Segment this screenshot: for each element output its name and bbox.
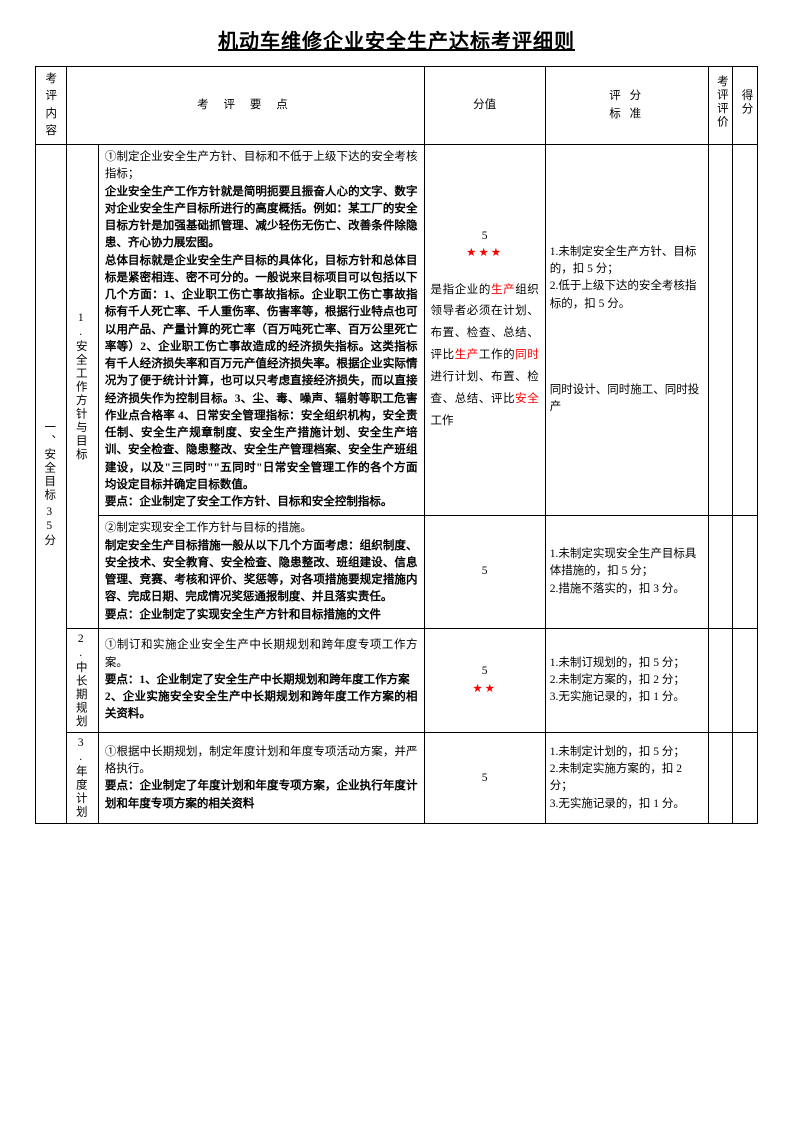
std-4: 1.未制定计划的，扣 5 分； 2.未制定实施方案的，扣 2 分； 3.无实施记… (545, 733, 708, 824)
eval-1 (708, 145, 733, 516)
hdr-eval: 考评评价 (708, 67, 733, 145)
std-2: 1.未制定实现安全生产目标具体措施的，扣 5 分； 2.措施不落实的，扣 3 分… (545, 516, 708, 629)
got-4 (733, 733, 758, 824)
points-1: ①制定企业安全生产方针、目标和不低于上级下达的安全考核指标； 企业安全生产工作方… (98, 145, 424, 516)
eval-4 (708, 733, 733, 824)
row-4: 3.年度计划 ①根据中长期规划，制定年度计划和年度专项活动方案，并严格执行。 要… (36, 733, 758, 824)
std-3: 1.未制订规划的，扣 5 分； 2.未制定方案的，扣 2 分； 3.无实施记录的… (545, 628, 708, 733)
evaluation-table: 考评内容 考 评 要 点 分值 评 分 标 准 考评评价 得分 一、安全目标 3… (35, 66, 758, 824)
points-3: ①制订和实施企业安全生产中长期规划和跨年度专项工作方案。 要点：1、企业制定了安… (98, 628, 424, 733)
hdr-category: 考评内容 (36, 67, 67, 145)
score-2: 5 (424, 516, 545, 629)
hdr-standard: 评 分 标 准 (545, 67, 708, 145)
row-1: 一、安全目标 35分 1.安全工作方针与目标 ①制定企业安全生产方针、目标和不低… (36, 145, 758, 516)
points-4: ①根据中长期规划，制定年度计划和年度专项活动方案，并严格执行。 要点：企业制定了… (98, 733, 424, 824)
hdr-got: 得分 (733, 67, 758, 145)
got-3 (733, 628, 758, 733)
score-1: 5 ★★★ 是指企业的生产组织领导者必须在计划、布置、检查、总结、评比生产工作的… (424, 145, 545, 516)
category-cell: 一、安全目标 35分 (36, 145, 67, 824)
std-1: 1.未制定安全生产方针、目标的，扣 5 分； 2.低于上级下达的安全考核指标的，… (545, 145, 708, 516)
header-row: 考评内容 考 评 要 点 分值 评 分 标 准 考评评价 得分 (36, 67, 758, 145)
score-4: 5 (424, 733, 545, 824)
eval-2 (708, 516, 733, 629)
hdr-points: 考 评 要 点 (67, 67, 424, 145)
row-3: 2.中长期规划 ①制订和实施企业安全生产中长期规划和跨年度专项工作方案。 要点：… (36, 628, 758, 733)
points-2: ②制定实现安全工作方针与目标的措施。 制定安全生产目标措施一般从以下几个方面考虑… (98, 516, 424, 629)
got-2 (733, 516, 758, 629)
row-2: ②制定实现安全工作方针与目标的措施。 制定安全生产目标措施一般从以下几个方面考虑… (36, 516, 758, 629)
sub-3: 2.中长期规划 (67, 628, 98, 733)
eval-3 (708, 628, 733, 733)
stars-icon: ★★★ (466, 247, 503, 259)
page-title: 机动车维修企业安全生产达标考评细则 (35, 25, 758, 54)
score-3: 5 ★★ (424, 628, 545, 733)
sub-4: 3.年度计划 (67, 733, 98, 824)
stars-icon: ★★ (472, 683, 497, 695)
hdr-score: 分值 (424, 67, 545, 145)
sub-1: 1.安全工作方针与目标 (67, 145, 98, 629)
got-1 (733, 145, 758, 516)
